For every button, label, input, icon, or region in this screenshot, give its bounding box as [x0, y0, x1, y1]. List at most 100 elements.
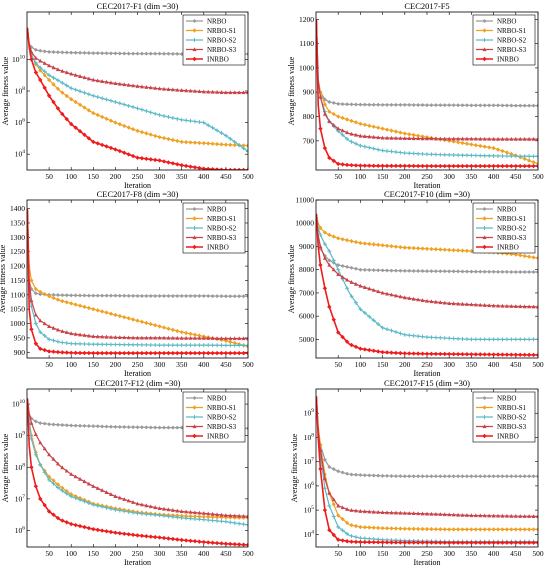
legend-marker — [482, 235, 487, 240]
series-marker-nrbo-s1 — [367, 123, 372, 128]
x-tick-label: 400 — [488, 549, 500, 558]
legend-label: NRBO-S3 — [207, 46, 237, 54]
series-marker-nrbo-s1 — [64, 300, 69, 305]
series-marker-nrbo-s3 — [411, 136, 416, 141]
series-marker-nrbo — [148, 293, 153, 298]
series-marker-nrbo — [104, 424, 109, 429]
series-marker-nrbo — [438, 474, 443, 479]
series-marker-inrbo — [135, 350, 140, 356]
series-marker-nrbo-s2 — [100, 342, 105, 347]
series-marker-inrbo — [380, 163, 385, 169]
series-marker-nrbo-s2 — [170, 343, 175, 348]
series-marker-nrbo-s1 — [219, 515, 224, 520]
x-tick-label: 450 — [510, 172, 522, 181]
series-marker-nrbo — [509, 269, 514, 274]
series-marker-nrbo-s2 — [51, 338, 56, 343]
series-marker-nrbo-s3 — [64, 70, 69, 75]
series-marker-nrbo-s2 — [175, 116, 180, 121]
series-marker-nrbo-s2 — [55, 78, 60, 83]
series-marker-nrbo-s2 — [157, 513, 162, 518]
series-marker-nrbo — [206, 294, 211, 299]
series-marker-nrbo-s3 — [433, 136, 438, 141]
series-marker-nrbo-s2 — [126, 103, 131, 108]
series-marker-nrbo-s2 — [491, 153, 496, 158]
series-marker-nrbo-s1 — [518, 253, 523, 258]
x-tick-label: 300 — [444, 549, 456, 558]
y-tick-label: 11000 — [296, 196, 315, 205]
series-marker-nrbo-s2 — [345, 286, 350, 291]
series-marker-nrbo-s1 — [433, 526, 438, 532]
series-marker-inrbo — [197, 165, 202, 170]
series-marker-nrbo-s3 — [398, 510, 403, 515]
series-marker-inrbo — [327, 304, 332, 310]
series-marker-nrbo — [513, 270, 518, 275]
series-marker-nrbo — [411, 268, 416, 273]
series-marker-nrbo-s2 — [237, 521, 242, 526]
series-marker-nrbo — [482, 269, 487, 274]
series-marker-nrbo — [389, 102, 394, 107]
series-marker-nrbo — [108, 293, 113, 298]
series-marker-nrbo — [139, 51, 144, 56]
series-marker-nrbo — [108, 51, 113, 56]
series-marker-nrbo-s1 — [393, 526, 398, 531]
legend-marker — [482, 433, 487, 439]
series-marker-nrbo-s3 — [385, 510, 390, 515]
series-marker-nrbo-s1 — [349, 522, 354, 528]
series-marker-nrbo-s3 — [201, 89, 206, 94]
series-marker-nrbo-s3 — [166, 335, 171, 340]
series-marker-nrbo-s3 — [104, 334, 109, 339]
series-marker-nrbo — [438, 269, 443, 274]
series-marker-nrbo-s3 — [113, 494, 118, 498]
series-marker-nrbo-s1 — [126, 125, 131, 130]
series-marker-inrbo — [179, 350, 184, 356]
series-marker-nrbo — [91, 293, 96, 298]
y-tick-label: 900 — [303, 88, 315, 97]
series-marker-nrbo-s3 — [60, 329, 65, 333]
series-marker-nrbo-s2 — [47, 477, 52, 482]
series-marker-nrbo — [144, 51, 149, 56]
x-tick-label: 150 — [88, 549, 100, 558]
series-marker-nrbo — [389, 474, 394, 479]
series-marker-nrbo-s1 — [345, 520, 350, 526]
y-tick-label: 1250 — [10, 247, 25, 256]
series-marker-nrbo-s2 — [69, 494, 74, 499]
series-marker-nrbo-s3 — [126, 82, 131, 87]
series-line-nrbo — [316, 396, 538, 477]
series-marker-nrbo-s3 — [460, 136, 465, 141]
series-marker-inrbo — [469, 163, 474, 169]
series-marker-nrbo-s1 — [184, 330, 189, 336]
legend-marker — [192, 47, 197, 52]
series-marker-nrbo-s3 — [447, 301, 452, 305]
series-marker-nrbo — [47, 422, 52, 427]
series-marker-nrbo-s2 — [122, 102, 127, 107]
series-marker-inrbo — [33, 70, 39, 75]
series-marker-nrbo-s2 — [108, 506, 113, 511]
series-marker-nrbo — [380, 473, 385, 478]
series-marker-inrbo — [486, 163, 492, 169]
series-marker-nrbo-s1 — [460, 527, 465, 532]
series-marker-nrbo — [179, 293, 184, 298]
series-marker-nrbo-s3 — [100, 334, 105, 339]
series-marker-inrbo — [42, 85, 47, 91]
legend-marker — [192, 433, 197, 439]
series-marker-nrbo-s3 — [73, 72, 78, 77]
series-marker-inrbo — [241, 542, 246, 547]
series-marker-nrbo-s1 — [358, 121, 363, 127]
series-marker-inrbo — [438, 540, 443, 545]
series-marker-nrbo-s3 — [47, 324, 52, 328]
series-marker-nrbo-s2 — [95, 95, 100, 100]
series-marker-nrbo-s3 — [442, 512, 447, 517]
series-marker-inrbo — [420, 163, 425, 169]
x-tick-label: 250 — [421, 172, 433, 181]
series-marker-inrbo — [460, 540, 465, 545]
series-marker-nrbo-s2 — [451, 336, 456, 341]
series-marker-nrbo-s1 — [322, 102, 327, 107]
series-marker-nrbo-s2 — [148, 342, 153, 347]
series-marker-nrbo-s2 — [60, 340, 65, 345]
series-marker-nrbo-s3 — [42, 321, 47, 326]
series-marker-inrbo — [33, 484, 39, 489]
series-marker-inrbo — [358, 346, 363, 351]
series-marker-nrbo — [144, 425, 149, 430]
series-marker-nrbo-s1 — [407, 526, 412, 532]
